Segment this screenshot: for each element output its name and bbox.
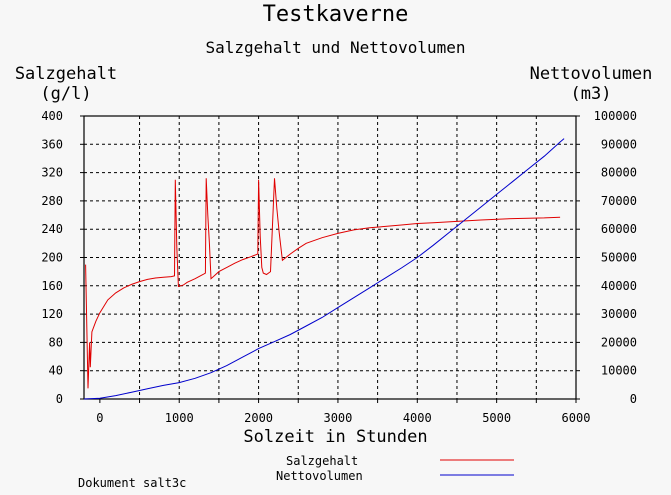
y-tick-label-right: 60000 [601,222,637,236]
y-tick-label-right: 10000 [601,364,637,378]
y-tick-label-right: 40000 [601,279,637,293]
x-tick-label: 1000 [165,411,194,425]
series-line-nettovolumen [83,138,565,400]
chart-subtitle: Salzgehalt und Nettovolumen [205,38,466,57]
y-tick-label-right: 90000 [601,137,637,151]
y-tick-label-right: 100000 [594,109,637,123]
chart-title: Testkaverne [262,2,409,27]
y-tick-label-right: 0 [630,392,637,406]
legend-label-salzgehalt: Salzgehalt [286,454,359,468]
document-footer: Dokument salt3c [78,476,187,490]
x-tick-label: 3000 [323,411,352,425]
y-tick-label-right: 20000 [601,335,637,349]
y-tick-label-left: 400 [41,109,63,123]
x-tick-label: 4000 [403,411,432,425]
y-tick-label-left: 240 [41,222,63,236]
y-tick-label-right: 70000 [601,194,637,208]
x-tick-label: 2000 [244,411,273,425]
y-tick-label-left: 160 [41,279,63,293]
y-tick-label-left: 200 [41,251,63,265]
y-tick-label-right: 30000 [601,307,637,321]
y-tick-label-right: 80000 [601,166,637,180]
y-tick-label-left: 80 [49,335,63,349]
legend-label-nettovolumen: Nettovolumen [276,469,363,483]
y-tick-label-right: 50000 [601,251,637,265]
y-tick-label-left: 0 [56,392,63,406]
series-line-salzgehalt [85,178,561,389]
left-axis-label-line1: Salzgehalt [14,64,118,84]
y-tick-label-left: 40 [49,364,63,378]
y-tick-label-left: 360 [41,137,63,151]
right-axis-label-line1: Nettovolumen [529,64,653,84]
x-tick-label: 6000 [562,411,591,425]
x-tick-label: 5000 [482,411,511,425]
y-tick-label-left: 280 [41,194,63,208]
x-axis-label: Solzeit in Stunden [243,427,428,447]
right-axis-label-line2: (m3) [570,84,612,104]
left-axis-label: Salzgehalt (g/l) [4,64,128,104]
right-axis-label: Nettovolumen (m3) [516,64,666,104]
y-tick-label-left: 120 [41,307,63,321]
y-tick-label-left: 320 [41,166,63,180]
x-tick-label: 0 [96,411,103,425]
left-axis-label-line2: (g/l) [40,84,92,104]
